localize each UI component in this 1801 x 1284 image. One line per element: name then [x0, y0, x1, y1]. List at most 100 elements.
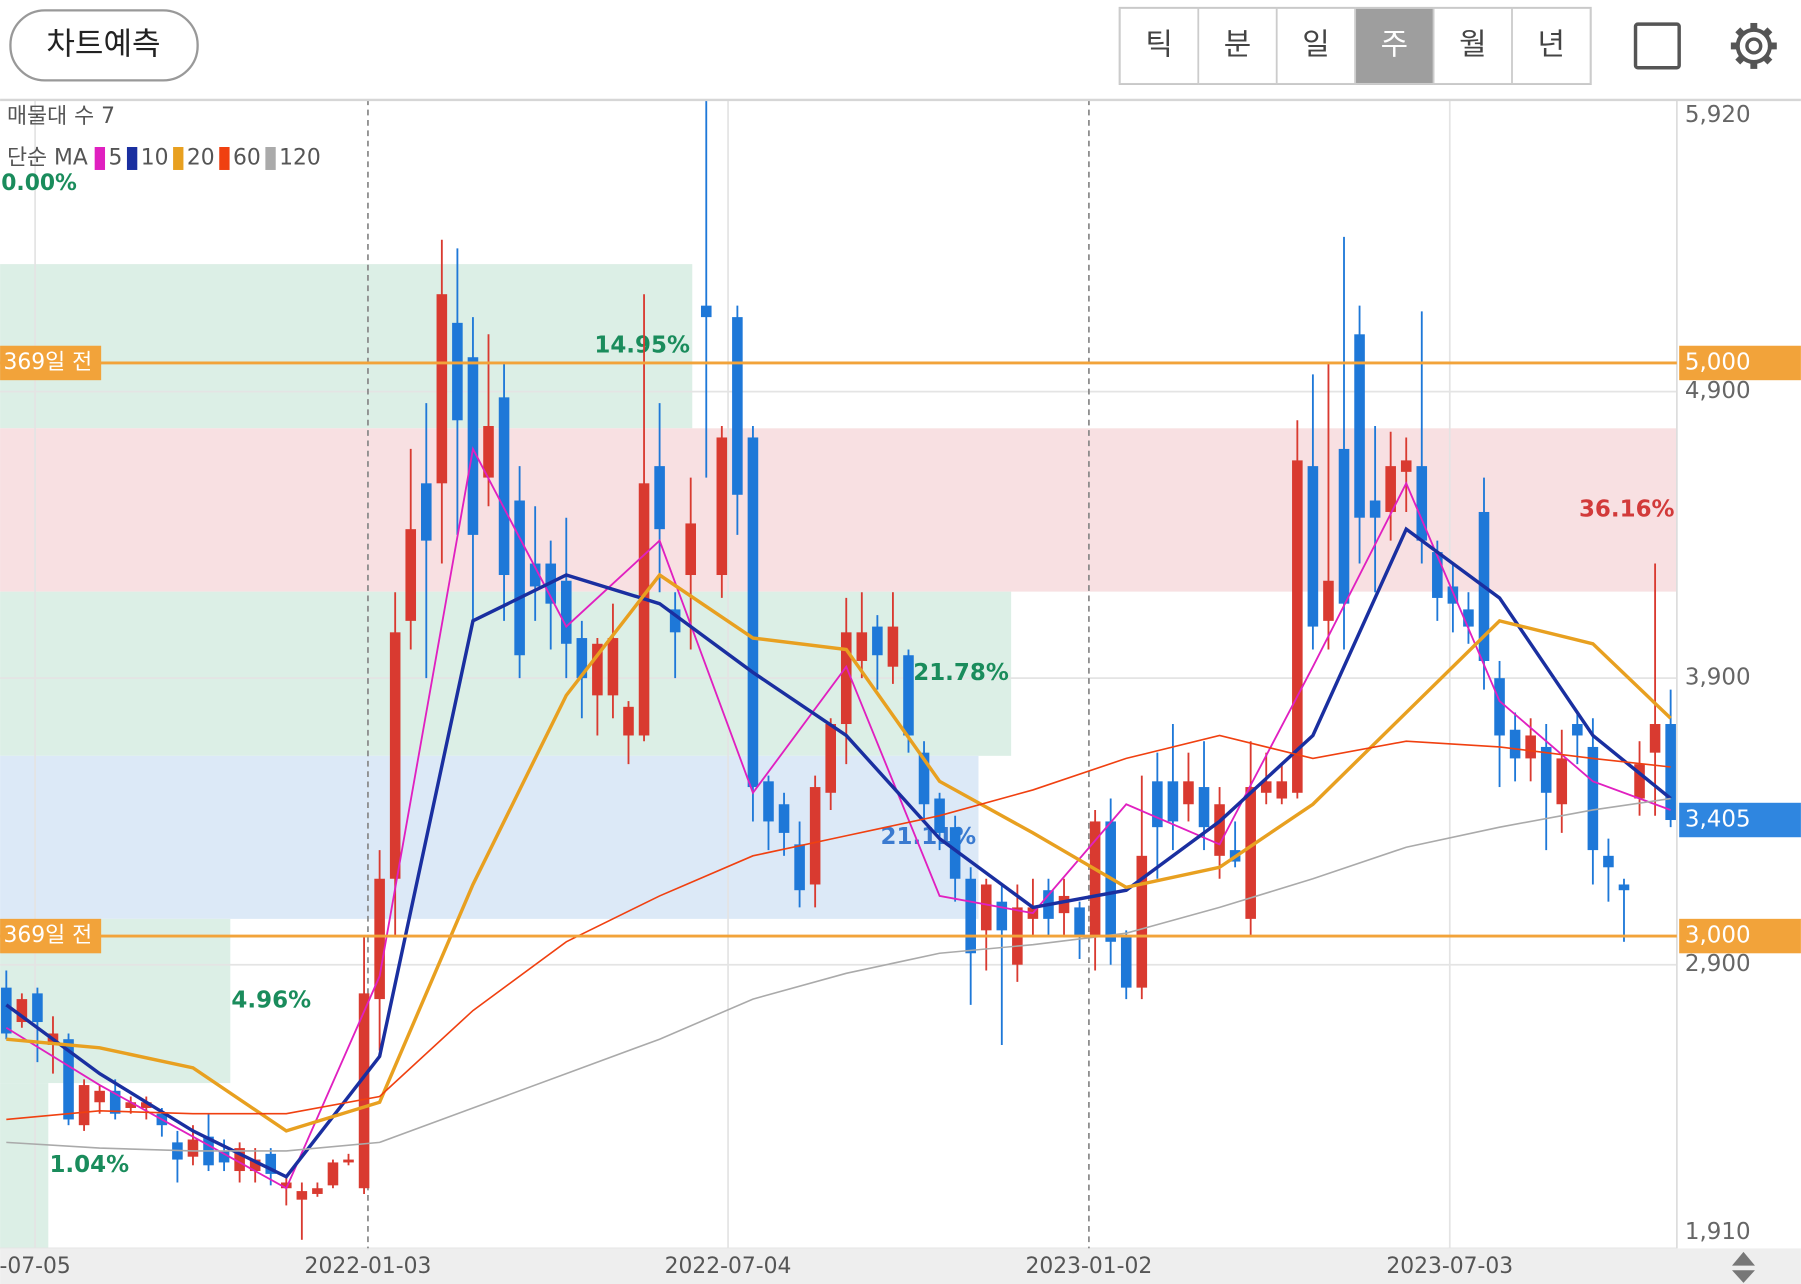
period-tab-label[interactable]: 틱	[1145, 27, 1172, 62]
legend-swatch	[126, 147, 138, 170]
candle-body	[1649, 724, 1661, 753]
candle-body	[996, 901, 1008, 931]
candle-body	[1572, 724, 1583, 736]
candle-body	[358, 993, 370, 1189]
candle-body	[872, 626, 883, 656]
settings-icon[interactable]	[1730, 22, 1777, 69]
candle-body	[32, 993, 43, 1023]
candle-body	[1587, 746, 1599, 851]
x-tick-label: 2023-01-02	[1026, 1254, 1153, 1279]
candle-body	[560, 580, 572, 644]
candle-body	[949, 827, 961, 879]
period-tab-label[interactable]: 년	[1538, 27, 1565, 62]
fullscreen-icon[interactable]	[1633, 22, 1681, 70]
candle-body	[1183, 781, 1194, 805]
price-zone	[0, 428, 1677, 592]
candle-body	[1385, 466, 1396, 512]
candle-body	[467, 357, 479, 535]
candle-body	[747, 437, 759, 788]
candle-body	[1198, 787, 1210, 828]
legend-label: 5	[108, 145, 122, 170]
legend-swatch	[94, 147, 106, 170]
candle-body	[1152, 781, 1163, 828]
price-zone	[0, 591, 1012, 756]
period-tab-label[interactable]: 주	[1381, 27, 1408, 62]
candle-body	[1074, 907, 1085, 937]
candle-body	[887, 626, 899, 667]
candle-body	[1105, 821, 1116, 942]
candle-body	[1525, 735, 1536, 759]
volume-profile-label: 매물대 수 7	[7, 104, 115, 129]
candle-body	[1245, 787, 1256, 919]
candle-body	[1603, 855, 1614, 868]
candle-body	[529, 563, 541, 587]
candle-body	[576, 638, 588, 679]
candle-body	[623, 706, 634, 736]
y-tick-label: 2,900	[1685, 951, 1751, 977]
x-tick-label: -07-05	[0, 1254, 71, 1279]
predict-button-label[interactable]: 차트예측	[46, 26, 160, 62]
candle-body	[1400, 460, 1412, 472]
candle-body	[716, 437, 728, 576]
y-tick-label: 4,900	[1685, 378, 1751, 404]
settings-icon-hub	[1745, 37, 1763, 55]
candle-body	[607, 638, 619, 696]
moving-average-line	[6, 572, 1672, 1133]
settings-icon-teeth	[1730, 22, 1777, 69]
candle-body	[1416, 466, 1428, 541]
candle-body	[1167, 781, 1179, 822]
candle-body	[514, 500, 525, 656]
candle-body	[732, 317, 743, 495]
candle-body	[965, 878, 976, 954]
period-tab-label[interactable]: 일	[1302, 27, 1329, 62]
current-price-label: 3,405	[1685, 807, 1751, 833]
candle-body	[187, 1139, 199, 1157]
candle-body	[1634, 764, 1645, 799]
candle-body	[1, 987, 12, 1034]
candle-body	[592, 643, 603, 696]
candle-body	[1354, 334, 1365, 518]
annotation: 0.00%	[1, 171, 77, 196]
x-axis-band	[0, 1248, 1801, 1284]
candle-body	[1276, 781, 1288, 799]
candle-body	[700, 305, 712, 318]
zone-label: 4.96%	[231, 987, 311, 1013]
x-tick-label: 2023-07-03	[1386, 1254, 1513, 1279]
candle-body	[1494, 678, 1505, 736]
candle-body	[840, 632, 852, 725]
candle-body	[1509, 729, 1521, 759]
legend-swatch	[219, 147, 230, 170]
candle-body	[778, 804, 790, 833]
x-tick-label: 2022-07-04	[665, 1254, 792, 1279]
moving-average-line	[5, 526, 1672, 1179]
candle-body	[498, 397, 510, 576]
scroll-arrow-down	[1731, 1270, 1755, 1283]
price-line-left-box	[0, 345, 102, 381]
candle-body	[918, 752, 930, 805]
candle-body	[281, 1182, 292, 1189]
zone-label: 21.78%	[913, 660, 1009, 686]
candle-body	[685, 523, 697, 576]
candle-body	[452, 322, 463, 421]
candle-body	[638, 483, 650, 736]
price-line-right-label: 5,000	[1685, 349, 1751, 375]
candle-body	[109, 1090, 121, 1114]
candle-body	[78, 1085, 90, 1126]
predict-button[interactable]	[9, 9, 199, 82]
period-tab-label[interactable]: 월	[1459, 27, 1486, 62]
candle-body	[420, 483, 432, 541]
legend-label: 10	[141, 145, 169, 170]
legend-label: 60	[233, 145, 261, 170]
candle-body	[296, 1191, 308, 1200]
candle-body	[1447, 586, 1459, 604]
candle-body	[1120, 936, 1132, 988]
ma-legend-title: 단순 MA	[7, 145, 88, 170]
period-tab[interactable]	[1511, 7, 1592, 85]
moving-average-line	[5, 446, 1671, 1190]
candle-body	[825, 724, 836, 793]
candle-body	[1665, 724, 1676, 821]
candle-body	[327, 1162, 339, 1186]
y-tick-label: 5,920	[1685, 102, 1751, 128]
period-tab-label[interactable]: 분	[1224, 27, 1251, 62]
price-line-right-box	[1679, 918, 1801, 954]
